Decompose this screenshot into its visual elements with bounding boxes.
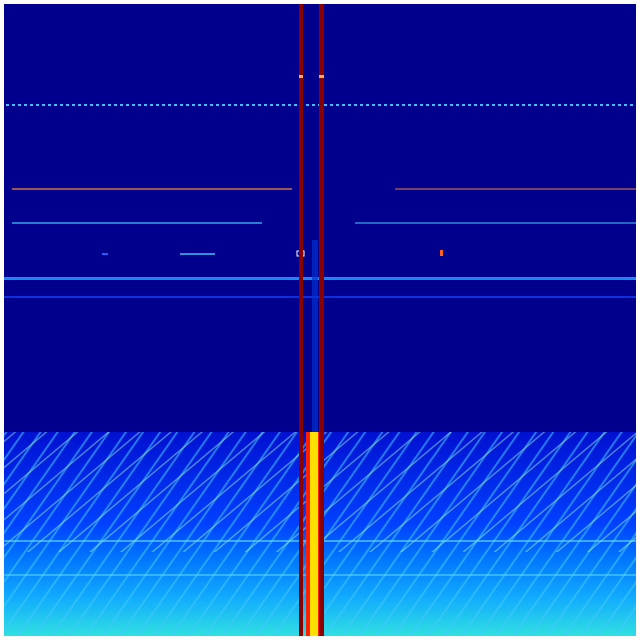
sparse-row [12, 222, 262, 224]
sparse-row [102, 253, 108, 255]
marker [319, 75, 324, 78]
vertical-line [319, 4, 324, 636]
sparse-row [12, 188, 292, 190]
marker [440, 250, 443, 256]
faint-column [312, 240, 318, 432]
vertical-line [299, 4, 303, 636]
sparse-row [355, 222, 636, 224]
sparse-row [395, 188, 636, 190]
hot-band-core [310, 432, 318, 636]
marker [299, 75, 303, 78]
sparse-row [180, 253, 215, 255]
